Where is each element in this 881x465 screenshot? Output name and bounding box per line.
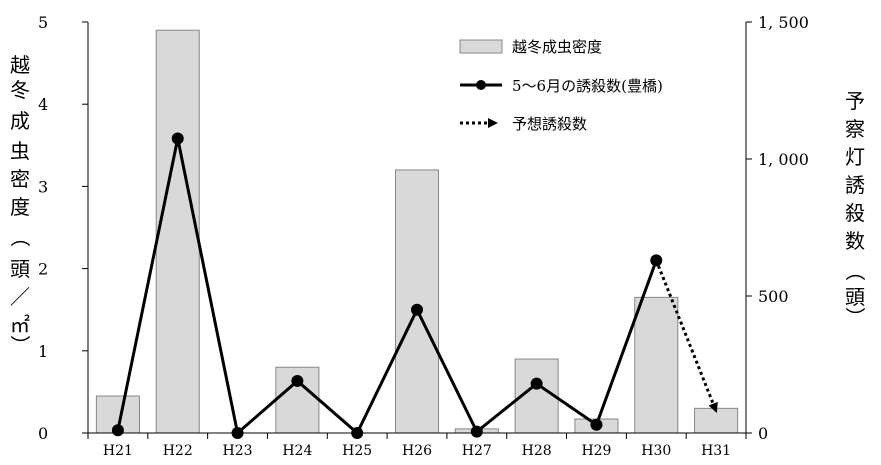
y-left-label-char: ㎡ xyxy=(10,313,30,337)
y-right-tick-label: 1, 000 xyxy=(758,150,809,169)
y-left-tick-label: 4 xyxy=(38,95,48,114)
y-right-label-char: ） xyxy=(843,307,867,327)
legend-swatch-marker xyxy=(476,80,486,90)
y-left-tick-label: 2 xyxy=(38,260,48,279)
y-right-label-char: 誘 xyxy=(845,173,865,197)
x-tick-label: H25 xyxy=(342,443,372,459)
y-left-label-char: ／ xyxy=(10,285,30,309)
line-path xyxy=(116,136,658,435)
x-tick-label: H30 xyxy=(641,443,671,459)
line-series xyxy=(111,132,663,439)
x-tick-label: H22 xyxy=(163,443,193,459)
line-point xyxy=(111,424,124,437)
legend-label-line: 5～6月の誘殺数(豊橋) xyxy=(512,77,663,95)
x-tick-label: H28 xyxy=(522,443,552,459)
x-tick-label: H26 xyxy=(402,443,432,459)
y-axis-right-label: 予 察 灯 誘 殺 数 （ 頭 ） xyxy=(843,89,867,327)
y-left-label-char: 冬 xyxy=(10,78,30,102)
y-left-label-char: 頭 xyxy=(10,257,30,281)
x-tick-label: H23 xyxy=(223,443,253,459)
y-right-label-char: 数 xyxy=(845,229,865,253)
y-right-label-char: （ xyxy=(843,261,867,281)
legend: 越冬成虫密度 5～6月の誘殺数(豊橋) 予想誘殺数 xyxy=(459,38,663,133)
x-tick-label: H21 xyxy=(103,443,133,459)
bar xyxy=(634,296,679,434)
y-left-tick-label: 3 xyxy=(38,177,48,196)
legend-swatch-bar xyxy=(459,39,503,54)
x-tick-label: H29 xyxy=(581,443,611,459)
y-left-label-char: 越 xyxy=(10,53,30,77)
x-tick-label: H31 xyxy=(701,443,731,459)
y-left-label-char: 密 xyxy=(10,167,30,191)
y-left-label-char: 虫 xyxy=(10,139,30,163)
y-right-tick-label: 0 xyxy=(758,424,768,443)
y-right-label-char: 灯 xyxy=(845,145,865,169)
bar xyxy=(155,29,200,434)
line-point xyxy=(171,132,184,145)
legend-label-bar: 越冬成虫密度 xyxy=(512,38,602,56)
line-point xyxy=(590,418,603,431)
bar xyxy=(394,169,440,434)
line-point xyxy=(231,427,244,439)
x-tick-label: H24 xyxy=(282,443,312,459)
line-point xyxy=(291,374,304,387)
bar-series xyxy=(95,29,739,434)
y-left-tick-label: 0 xyxy=(38,424,48,443)
y-left-tick-label: 1 xyxy=(38,342,48,361)
y-left-label-char: （ xyxy=(8,227,32,247)
line-point xyxy=(530,377,543,390)
line-point xyxy=(470,425,483,438)
y-right-tick-label: 1, 500 xyxy=(758,13,809,32)
y-axis-left-label: 越 冬 成 虫 密 度 （ 頭 ／ ㎡ ） xyxy=(8,53,32,355)
y-left-label-char: 度 xyxy=(10,195,30,219)
y-right-tick-label: 500 xyxy=(758,287,789,306)
x-tick-label: H27 xyxy=(462,443,492,459)
line-point xyxy=(351,427,364,439)
bar xyxy=(694,407,739,434)
legend-label-forecast: 予想誘殺数 xyxy=(512,115,587,133)
y-right-label-char: 察 xyxy=(845,117,865,141)
line-point xyxy=(411,303,423,316)
y-right-label-char: 殺 xyxy=(845,201,865,225)
y-left-tick-label: 5 xyxy=(38,13,48,32)
y-left-label-char: ） xyxy=(8,335,32,355)
y-left-label-char: 成 xyxy=(10,109,30,133)
y-right-label-char: 予 xyxy=(845,89,865,113)
axes: 0 1 2 3 4 5 0 500 1, 000 1, 500 H21 H22 H23 H24 H25 H26… xyxy=(38,13,809,459)
y-right-label-char: 頭 xyxy=(845,285,865,309)
